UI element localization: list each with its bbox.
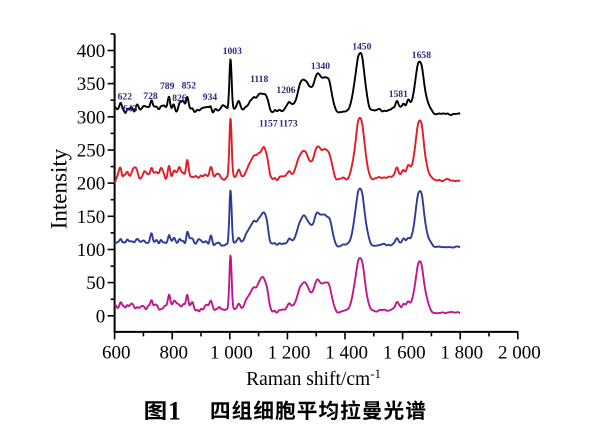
svg-text:400: 400 [77,41,106,62]
svg-text:Intensity: Intensity [47,148,72,229]
svg-text:0: 0 [96,306,106,327]
svg-text:1003: 1003 [223,46,242,57]
svg-text:200: 200 [77,174,106,195]
svg-text:2 000: 2 000 [498,343,541,364]
svg-text:800: 800 [160,343,189,364]
svg-text:50: 50 [86,273,105,294]
svg-text:826: 826 [172,93,187,104]
svg-text:934: 934 [203,92,218,103]
svg-text:1340: 1340 [311,61,330,72]
svg-text:852: 852 [182,81,197,92]
svg-text:1 000: 1 000 [210,343,253,364]
svg-text:1450: 1450 [352,42,371,53]
svg-text:1581: 1581 [389,89,408,100]
svg-text:600: 600 [102,343,131,364]
svg-text:250: 250 [77,141,106,162]
svg-text:728: 728 [143,91,158,102]
svg-text:789: 789 [160,81,175,92]
svg-text:1 400: 1 400 [325,343,368,364]
svg-text:1206: 1206 [276,85,295,96]
svg-text:150: 150 [77,207,106,228]
svg-text:100: 100 [77,240,106,261]
svg-text:1 800: 1 800 [440,343,483,364]
svg-text:622: 622 [118,92,133,103]
svg-text:300: 300 [77,107,106,128]
svg-text:1118: 1118 [250,74,268,85]
svg-text:1173: 1173 [279,119,298,130]
svg-text:1 600: 1 600 [383,343,426,364]
svg-text:Raman shift/cm-1: Raman shift/cm-1 [246,366,381,391]
svg-text:1658: 1658 [412,50,431,61]
svg-text:1: 1 [168,396,181,425]
svg-text:350: 350 [77,74,106,95]
svg-text:1157: 1157 [259,119,278,130]
svg-text:643: 643 [123,103,138,114]
svg-text:1 200: 1 200 [268,343,311,364]
